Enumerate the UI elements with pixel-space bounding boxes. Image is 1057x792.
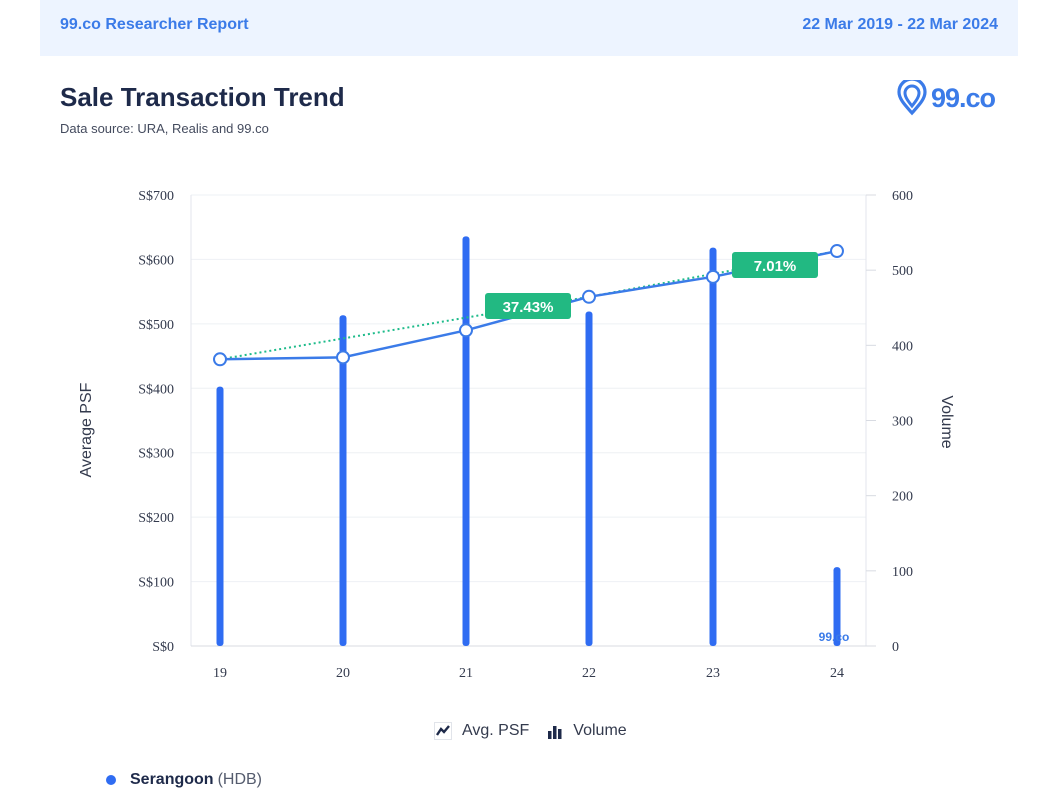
y-tick-label: S$100 [138, 576, 174, 591]
y2-tick-label: 400 [892, 339, 913, 354]
x-tick-label: 23 [706, 666, 720, 681]
volume-bar [339, 315, 347, 646]
y2-axis-title: Volume [938, 395, 955, 448]
volume-bar [833, 567, 841, 646]
volume-bar [709, 247, 717, 646]
location-pin-icon [897, 80, 927, 116]
legend-label: Volume [573, 722, 627, 739]
y2-tick-label: 600 [892, 189, 913, 204]
brand-logo: 99.co [895, 80, 996, 116]
y-axis-title: Average PSF [78, 382, 95, 477]
report-brand: 99.co Researcher Report [60, 16, 249, 33]
volume-bar [462, 236, 470, 646]
x-tick-label: 24 [830, 666, 844, 681]
trend-badge [485, 293, 571, 319]
page-title: Sale Transaction Trend [60, 82, 345, 112]
avg-psf-point [459, 323, 473, 338]
avg-psf-point [213, 352, 227, 367]
x-tick-label: 19 [213, 666, 227, 681]
y2-tick-label: 500 [892, 264, 913, 279]
avg-psf-point [582, 289, 596, 304]
avg-psf-point [336, 350, 350, 365]
avg-psf-point [830, 244, 844, 259]
bar-chart-icon [548, 726, 562, 739]
chart-legend: Avg. PSF Volume [434, 722, 645, 740]
legend-volume[interactable]: Volume [547, 722, 627, 740]
volume-bar [585, 311, 593, 646]
volume-bar [216, 386, 224, 646]
chart-watermark: 99.co [819, 630, 850, 644]
x-tick-label: 21 [459, 666, 473, 681]
y2-tick-label: 300 [892, 415, 913, 430]
series-key: Serangoon (HDB) [106, 771, 262, 789]
y-tick-label: S$200 [138, 511, 174, 526]
series-dot [106, 775, 116, 785]
y-tick-label: S$400 [138, 382, 174, 397]
y-tick-label: S$700 [138, 189, 174, 204]
sale-transaction-chart: S$0 S$100 S$200 S$300 S$400 S$500 S$600 S$700 0 1… [78, 189, 955, 681]
legend-label: Avg. PSF [462, 722, 530, 739]
y-tick-label: S$600 [138, 253, 174, 268]
y2-tick-label: 0 [892, 640, 899, 655]
x-tick-label: 22 [582, 666, 596, 681]
series-name: Serangoon [130, 771, 214, 788]
date-range: 22 Mar 2019 - 22 Mar 2024 [802, 16, 998, 33]
line-chart-icon [434, 722, 452, 740]
series-type: (HDB) [217, 771, 262, 788]
y-tick-label: S$300 [138, 447, 174, 462]
trend-badge-label: 37.43% [503, 299, 554, 316]
trend-badge [732, 252, 818, 278]
trend-badge-label: 7.01% [754, 258, 797, 275]
y2-tick-label: 200 [892, 490, 913, 505]
legend-avg-psf[interactable]: Avg. PSF [434, 722, 529, 740]
avg-psf-point [706, 269, 720, 284]
data-source: Data source: URA, Realis and 99.co [60, 121, 269, 136]
y2-tick-label: 100 [892, 565, 913, 580]
report-header: 99.co Researcher Report 22 Mar 2019 - 22… [40, 0, 1018, 56]
x-tick-label: 20 [336, 666, 350, 681]
y-tick-label: S$500 [138, 318, 174, 333]
brand-logo-text: 99.co [931, 82, 996, 113]
y-tick-label: S$0 [152, 640, 174, 655]
